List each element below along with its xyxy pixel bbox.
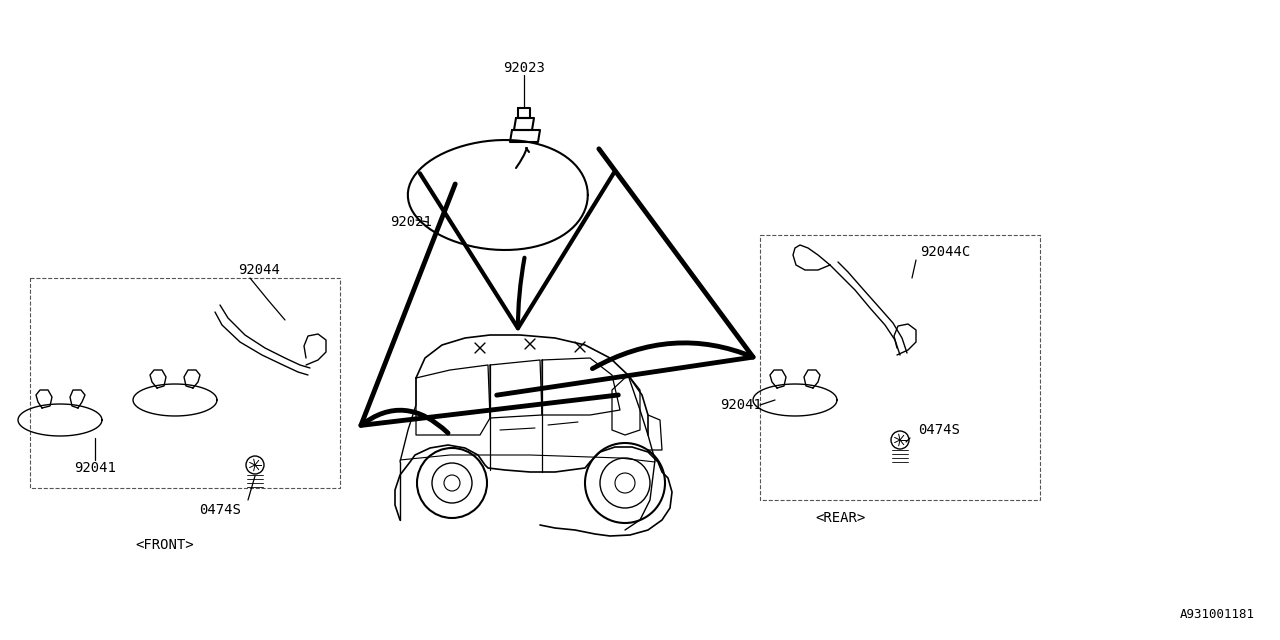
Text: 92044C: 92044C	[920, 245, 970, 259]
Text: 92044: 92044	[238, 263, 280, 277]
Text: 92023: 92023	[503, 61, 545, 75]
Text: 92021: 92021	[390, 215, 431, 229]
Text: 0474S: 0474S	[918, 423, 960, 437]
Text: 92041: 92041	[74, 461, 116, 475]
FancyArrowPatch shape	[497, 149, 753, 395]
FancyArrowPatch shape	[361, 184, 618, 433]
Text: A931001181: A931001181	[1180, 609, 1254, 621]
Bar	[760, 235, 1039, 500]
FancyArrowPatch shape	[420, 172, 614, 328]
Text: 0474S: 0474S	[200, 503, 241, 517]
Text: <REAR>: <REAR>	[815, 511, 865, 525]
Bar	[29, 278, 340, 488]
Text: <FRONT>: <FRONT>	[136, 538, 195, 552]
Text: 92041: 92041	[719, 398, 762, 412]
